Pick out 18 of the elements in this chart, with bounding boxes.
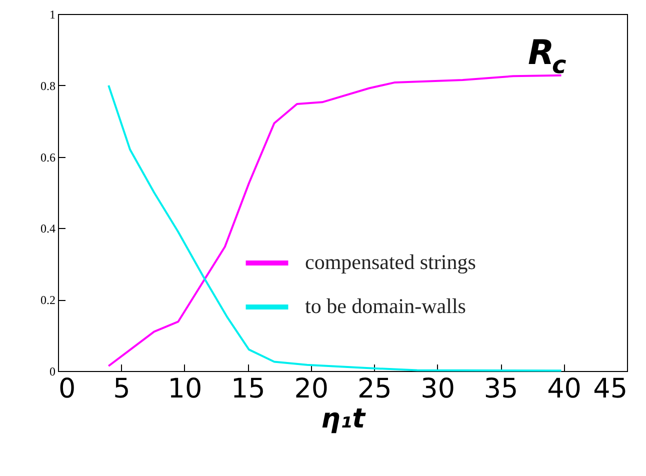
y-tick-label: 0 — [50, 364, 56, 378]
y-tick-label: 0.6 — [40, 150, 56, 164]
x-tick-label: 45 — [593, 374, 628, 404]
x-tick-label: 20 — [294, 374, 329, 404]
legend-label: compensated strings — [305, 250, 476, 274]
y-tick-label: 0.2 — [40, 293, 56, 308]
x-tick-label: 5 — [113, 374, 130, 404]
y-tick-label: 0.4 — [40, 222, 56, 236]
y-tick-label: 1 — [50, 8, 56, 22]
legend-label: to be domain-walls — [305, 294, 466, 318]
x-tick-label: 25 — [357, 374, 392, 404]
x-axis-title: η₁t — [321, 404, 366, 434]
x-tick-label: 15 — [230, 374, 266, 404]
y-tick-label: 0.8 — [40, 78, 56, 93]
x-tick-label: 40 — [547, 374, 582, 404]
x-tick-label: 30 — [420, 374, 456, 404]
x-tick-label: 35 — [484, 374, 518, 404]
x-tick-label: 10 — [168, 374, 202, 404]
